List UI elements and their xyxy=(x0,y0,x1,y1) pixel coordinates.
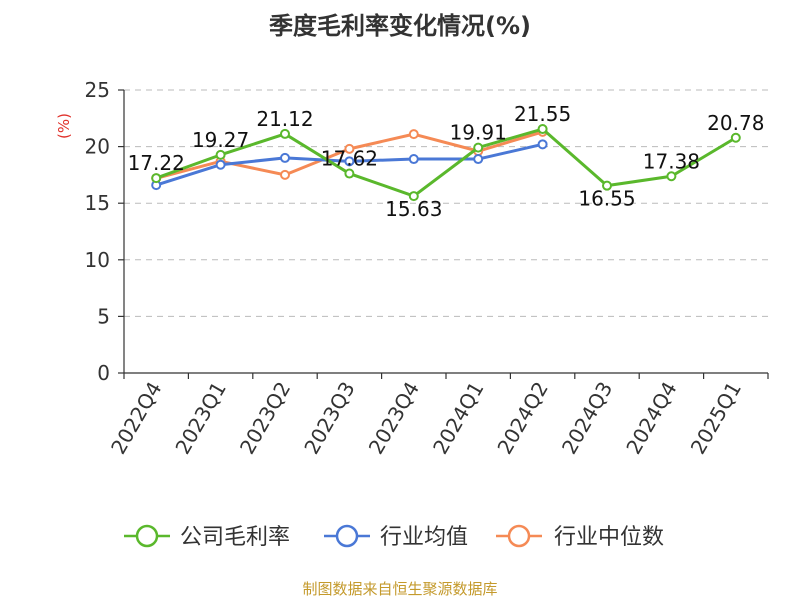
series-lines xyxy=(151,124,741,202)
data-point xyxy=(537,139,548,150)
axes: 0 5 10 15 20 25 2022Q4 2023Q1 2023Q2 2023Q3 2023Q4… xyxy=(85,78,769,459)
legend-marker xyxy=(135,524,159,548)
y-tick-label: 10 xyxy=(85,248,110,272)
source-note: 制图数据来自恒生聚源数据库 xyxy=(302,580,497,598)
x-tick-label: 2023Q3 xyxy=(299,378,359,459)
x-tick-label: 2024Q2 xyxy=(492,378,552,459)
y-axis-unit: (%) xyxy=(55,113,73,139)
data-point xyxy=(602,180,612,191)
data-label: 19.27 xyxy=(192,128,249,152)
data-point xyxy=(408,191,419,202)
data-label: 17.22 xyxy=(128,151,185,175)
x-tick-label: 2024Q1 xyxy=(428,378,488,459)
data-point xyxy=(151,173,162,184)
x-tick-label: 2023Q4 xyxy=(364,378,424,459)
data-point xyxy=(666,171,677,182)
data-point xyxy=(215,149,226,160)
x-tick-label: 2023Q1 xyxy=(170,378,230,459)
data-label: 20.78 xyxy=(707,111,764,135)
chart-title: 季度毛利率变化情况(%) xyxy=(269,12,531,40)
data-point xyxy=(473,154,484,165)
data-label: 16.55 xyxy=(578,187,635,211)
data-label: 15.63 xyxy=(385,197,442,221)
series-line xyxy=(155,127,737,198)
x-tick-label: 2024Q3 xyxy=(557,378,617,459)
y-tick-label: 25 xyxy=(85,78,110,102)
x-tick-label: 2025Q1 xyxy=(686,378,746,459)
x-tick-label: 2022Q4 xyxy=(106,378,166,459)
data-label: 19.91 xyxy=(450,121,507,145)
grid xyxy=(124,89,768,317)
data-point xyxy=(344,156,355,167)
data-labels: 17.22 19.27 21.12 17.62 15.63 19.91 21.55 16.55… xyxy=(128,102,765,221)
data-point xyxy=(537,124,548,135)
data-point xyxy=(215,159,226,170)
data-point xyxy=(280,128,290,139)
x-tick-label: 2024Q4 xyxy=(621,378,681,459)
data-point xyxy=(730,132,741,143)
data-point xyxy=(408,154,419,165)
y-tick-label: 15 xyxy=(85,191,110,215)
y-tick-label: 20 xyxy=(85,135,110,159)
y-tick-label: 0 xyxy=(97,361,110,385)
data-label: 21.55 xyxy=(514,102,571,126)
data-point xyxy=(408,129,419,140)
legend: 公司毛利率 行业均值 行业中位数 xyxy=(124,524,664,550)
data-point xyxy=(344,168,355,179)
legend-label: 行业均值 xyxy=(380,525,468,550)
data-label: 17.62 xyxy=(321,147,378,171)
legend-marker xyxy=(507,524,531,548)
data-point xyxy=(344,143,355,154)
data-point xyxy=(280,169,290,180)
y-tick-label: 5 xyxy=(97,304,110,328)
data-label: 17.38 xyxy=(643,149,700,173)
data-point xyxy=(280,152,290,163)
data-point xyxy=(473,142,484,153)
legend-label: 公司毛利率 xyxy=(180,525,290,550)
legend-marker xyxy=(335,524,359,548)
x-tick-label: 2023Q2 xyxy=(235,378,295,459)
legend-label: 行业中位数 xyxy=(554,525,664,550)
data-label: 21.12 xyxy=(256,107,313,131)
